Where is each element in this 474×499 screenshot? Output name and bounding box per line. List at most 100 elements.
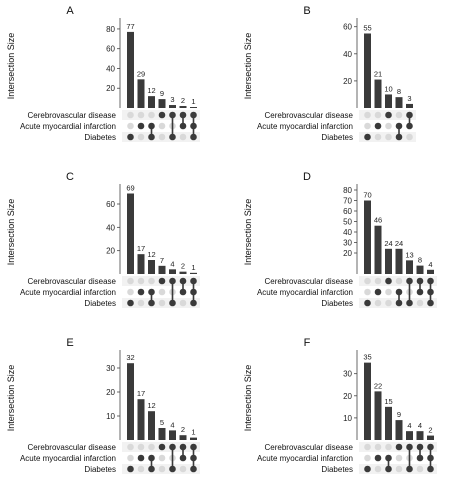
panel-label: E xyxy=(66,337,73,349)
set-label: Diabetes xyxy=(321,465,353,474)
bar-value-label: 3 xyxy=(170,95,174,104)
intersection-bar xyxy=(416,431,424,440)
matrix-dot-inactive xyxy=(137,465,145,473)
matrix-dot-active xyxy=(395,443,403,451)
bar-value-label: 4 xyxy=(428,260,432,269)
set-label: Cerebrovascular disease xyxy=(265,111,354,120)
y-tick-label: 30 xyxy=(106,364,115,373)
set-label: Acute myocardial infarction xyxy=(20,454,116,463)
y-tick-label: 50 xyxy=(343,218,352,227)
upset-panel-f: F Intersection Size 10 20 30 Cerebrovascular … xyxy=(243,337,437,474)
y-tick-label: 40 xyxy=(343,50,352,59)
set-label: Cerebrovascular disease xyxy=(28,443,117,452)
y-tick-label: 20 xyxy=(106,247,115,256)
set-label: Diabetes xyxy=(84,465,116,474)
intersection-bar xyxy=(127,363,134,440)
matrix-dot-inactive xyxy=(385,299,392,307)
intersection-bar xyxy=(374,225,382,274)
y-tick-label: 60 xyxy=(343,23,352,32)
intersection-bar xyxy=(395,420,403,440)
y-tick-label: 70 xyxy=(343,197,352,206)
upset-panel-b: B Intersection Size 20 40 60 Cerebrovascular … xyxy=(243,5,416,142)
matrix-dot-inactive xyxy=(364,288,371,296)
matrix-dot-inactive xyxy=(395,465,403,473)
bar-value-label: 17 xyxy=(137,244,145,253)
matrix-dot-inactive xyxy=(416,299,424,307)
bar-value-label: 2 xyxy=(181,96,185,105)
y-tick-label: 60 xyxy=(106,200,115,209)
bar-value-label: 46 xyxy=(374,216,382,225)
matrix-dot-inactive xyxy=(137,277,145,285)
bar-value-label: 8 xyxy=(397,87,401,96)
bar-value-label: 4 xyxy=(170,420,174,429)
set-label: Diabetes xyxy=(321,133,353,142)
matrix-dot-active xyxy=(385,111,392,119)
matrix-dot-inactive xyxy=(127,443,134,451)
intersection-bar xyxy=(385,248,392,274)
matrix-dot-inactive xyxy=(179,465,187,473)
set-label: Cerebrovascular disease xyxy=(28,111,117,120)
intersection-bar xyxy=(364,362,371,440)
bar-value-label: 8 xyxy=(418,256,422,265)
matrix-dot-inactive xyxy=(127,288,134,296)
intersection-bar xyxy=(385,94,392,108)
bar-value-label: 22 xyxy=(374,381,382,390)
matrix-dot-inactive xyxy=(395,454,403,462)
y-tick-label: 40 xyxy=(106,64,115,73)
bar-value-label: 10 xyxy=(384,84,392,93)
bar-value-label: 29 xyxy=(137,69,145,78)
intersection-bar xyxy=(137,399,145,440)
bar-value-label: 69 xyxy=(126,184,134,193)
panel-label: B xyxy=(303,5,310,17)
matrix-dot-inactive xyxy=(158,133,166,141)
matrix-dot-inactive xyxy=(364,111,371,119)
intersection-bar xyxy=(406,103,413,108)
matrix-dot-inactive xyxy=(127,454,134,462)
bar-value-label: 2 xyxy=(428,426,432,435)
intersection-bar xyxy=(406,431,413,440)
bar-value-label: 12 xyxy=(147,86,155,95)
y-axis-title: Intersection Size xyxy=(6,33,16,100)
intersection-bar xyxy=(169,269,176,274)
intersection-bar xyxy=(190,107,197,108)
intersection-bar xyxy=(158,265,166,274)
set-label: Cerebrovascular disease xyxy=(265,443,354,452)
intersection-bar xyxy=(127,193,134,274)
matrix-dot-inactive xyxy=(364,454,371,462)
bar-value-label: 17 xyxy=(137,389,145,398)
y-tick-label: 80 xyxy=(106,25,115,34)
bar-value-label: 4 xyxy=(407,421,411,430)
bar-value-label: 12 xyxy=(147,250,155,259)
matrix-dot-inactive xyxy=(374,443,382,451)
set-label: Acute myocardial infarction xyxy=(257,454,353,463)
set-label: Acute myocardial infarction xyxy=(257,122,353,131)
y-axis-title: Intersection Size xyxy=(243,365,253,432)
intersection-bar xyxy=(158,428,166,440)
y-axis-title: Intersection Size xyxy=(243,199,253,266)
intersection-bar xyxy=(169,105,176,108)
intersection-bar xyxy=(416,265,424,274)
matrix-dot-inactive xyxy=(179,299,187,307)
intersection-bar xyxy=(190,272,197,274)
matrix-dot-inactive xyxy=(385,133,392,141)
bar-value-label: 24 xyxy=(395,239,403,248)
y-tick-label: 20 xyxy=(343,392,352,401)
matrix-dot-active xyxy=(385,277,392,285)
set-label: Diabetes xyxy=(84,299,116,308)
matrix-dot-inactive xyxy=(137,299,145,307)
intersection-bar xyxy=(179,435,187,440)
matrix-dot-inactive xyxy=(374,277,382,285)
matrix-dot-active xyxy=(158,111,166,119)
intersection-bar xyxy=(374,391,382,440)
matrix-dot-active xyxy=(158,277,166,285)
matrix-dot-active xyxy=(127,133,134,141)
intersection-bar xyxy=(137,79,145,108)
intersection-bar xyxy=(158,99,166,108)
bar-value-label: 7 xyxy=(160,256,164,265)
matrix-dot-active xyxy=(364,133,371,141)
bar-value-label: 4 xyxy=(418,421,422,430)
set-label: Diabetes xyxy=(84,133,116,142)
upset-panel-c: C Intersection Size 20 40 60 Cerebrovascular … xyxy=(6,171,200,308)
matrix-dot-inactive xyxy=(374,133,382,141)
